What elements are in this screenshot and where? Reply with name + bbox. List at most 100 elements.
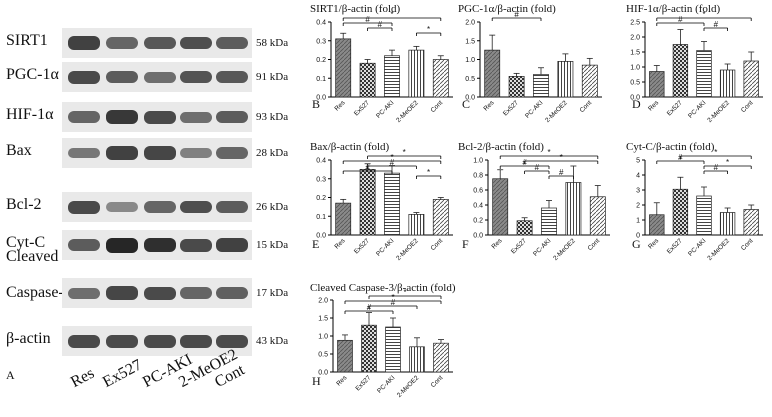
blot-band bbox=[216, 334, 248, 348]
bar bbox=[533, 74, 549, 98]
bar bbox=[541, 207, 557, 236]
significance-symbol: # bbox=[714, 163, 719, 172]
x-tick-label: Res bbox=[647, 99, 661, 113]
bar bbox=[557, 61, 574, 98]
blot-band bbox=[68, 36, 100, 50]
y-tick-label: 0.1 bbox=[316, 76, 326, 83]
blot-band bbox=[144, 286, 176, 300]
chart-title: Bax/β-actin (fold) bbox=[310, 141, 390, 153]
blot-row bbox=[62, 138, 252, 168]
y-tick-label: 0.2 bbox=[316, 57, 326, 64]
chart-title: Bcl-2/β-actin (fold) bbox=[458, 141, 544, 153]
panel-letter: E bbox=[312, 237, 319, 251]
significance-symbol: # bbox=[391, 298, 396, 307]
y-tick-label: 0.2 bbox=[473, 218, 483, 225]
protein-label: Bax bbox=[6, 142, 32, 159]
significance-symbol: # bbox=[514, 10, 519, 19]
x-tick-label: Cont bbox=[430, 99, 445, 114]
significance-symbol: # bbox=[365, 163, 370, 172]
bar bbox=[696, 50, 712, 98]
kda-label: 26 kDa bbox=[256, 201, 289, 213]
x-tick-label: 2-MeOE2 bbox=[395, 237, 420, 262]
bar bbox=[492, 178, 509, 236]
bar bbox=[672, 44, 689, 98]
x-tick-label: Cont bbox=[587, 237, 602, 252]
x-tick-label: Res bbox=[335, 374, 349, 388]
blot-band bbox=[68, 334, 100, 348]
bar bbox=[384, 172, 400, 236]
x-tick-label: Ex527 bbox=[353, 237, 371, 255]
blot-band bbox=[106, 71, 138, 83]
bar bbox=[359, 62, 376, 98]
kda-label: 93 kDa bbox=[256, 111, 289, 123]
blot-band bbox=[68, 287, 100, 299]
x-tick-label: 2-MeOE2 bbox=[395, 99, 420, 124]
x-tick-label: PC-AKI bbox=[687, 99, 707, 119]
bar bbox=[581, 64, 598, 98]
significance-symbol: * bbox=[403, 288, 406, 297]
blot-band bbox=[144, 201, 176, 213]
y-tick-label: 1.5 bbox=[318, 316, 328, 323]
y-tick-label: 1.5 bbox=[465, 38, 475, 45]
significance-symbol: * bbox=[560, 153, 563, 162]
blot-band bbox=[106, 286, 138, 300]
y-tick-label: 4 bbox=[636, 173, 640, 180]
x-tick-label: Ex527 bbox=[353, 99, 371, 117]
bar bbox=[335, 38, 352, 98]
y-tick-label: 1.0 bbox=[630, 65, 640, 72]
blot-band bbox=[144, 71, 176, 83]
blot-band bbox=[180, 148, 212, 158]
blot-band bbox=[106, 110, 138, 124]
x-tick-label: PC-AKI bbox=[375, 237, 395, 257]
bar bbox=[359, 169, 376, 236]
significance-symbol: # bbox=[367, 303, 372, 312]
x-tick-label: Cont bbox=[740, 237, 755, 252]
y-tick-label: 0.3 bbox=[316, 176, 326, 183]
bar bbox=[719, 69, 736, 98]
significance-symbol: # bbox=[522, 158, 527, 167]
blot-band bbox=[144, 110, 176, 124]
y-tick-label: 0.4 bbox=[316, 20, 326, 27]
y-tick-label: 0.4 bbox=[316, 158, 326, 165]
protein-label: β-actin bbox=[6, 330, 51, 347]
kda-label: 15 kDa bbox=[256, 239, 289, 251]
bar bbox=[484, 49, 501, 98]
y-tick-label: 0.0 bbox=[465, 95, 475, 102]
panel-letter: C bbox=[462, 97, 470, 111]
bar bbox=[743, 60, 759, 98]
y-tick-label: 0.8 bbox=[473, 173, 483, 180]
blot-band bbox=[68, 239, 100, 251]
x-tick-label: Ex527 bbox=[510, 237, 528, 255]
panel-letter: H bbox=[312, 374, 321, 388]
blot-band bbox=[68, 200, 100, 214]
x-tick-label: 2-MeOE2 bbox=[552, 237, 577, 262]
significance-symbol: # bbox=[678, 15, 683, 24]
x-tick-label: PC-AKI bbox=[524, 99, 544, 119]
y-tick-label: 0.4 bbox=[473, 203, 483, 210]
x-tick-label: Ex527 bbox=[354, 374, 372, 392]
x-tick-label: 2-MeOE2 bbox=[706, 237, 731, 262]
y-tick-label: 0.2 bbox=[316, 195, 326, 202]
x-tick-label: PC-AKI bbox=[687, 237, 707, 257]
significance-symbol: # bbox=[714, 20, 719, 29]
y-tick-label: 1.5 bbox=[630, 50, 640, 57]
blot-band bbox=[180, 334, 212, 348]
significance-symbol: # bbox=[365, 15, 370, 24]
blot-band bbox=[216, 201, 248, 213]
bar bbox=[361, 324, 377, 373]
kda-label: 17 kDa bbox=[256, 287, 289, 299]
blot-row bbox=[62, 102, 252, 132]
significance-symbol: * bbox=[427, 25, 430, 34]
x-tick-label: Res bbox=[333, 237, 347, 251]
y-tick-label: 2.5 bbox=[630, 20, 640, 27]
significance-symbol: # bbox=[559, 168, 564, 177]
bar bbox=[565, 182, 582, 236]
blot-band bbox=[144, 36, 176, 50]
x-tick-label: Cont bbox=[579, 99, 594, 114]
protein-label: SIRT1 bbox=[6, 32, 48, 49]
panel-letter: B bbox=[312, 97, 320, 111]
x-tick-label: Res bbox=[333, 99, 347, 113]
significance-symbol: * bbox=[547, 148, 550, 157]
blot-row bbox=[62, 192, 252, 222]
